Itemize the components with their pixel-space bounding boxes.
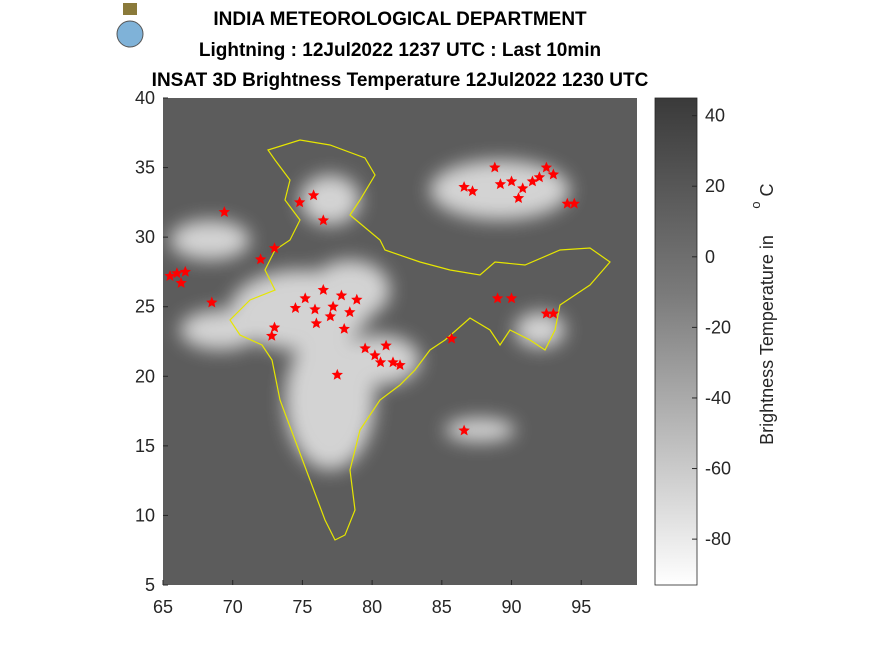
lightning-strike bbox=[299, 292, 311, 304]
colorbar-tick-label: 20 bbox=[705, 176, 725, 196]
lightning-strike bbox=[338, 323, 350, 334]
x-tick-label: 80 bbox=[362, 597, 382, 617]
lightning-strike bbox=[289, 302, 302, 313]
lightning-strike bbox=[494, 178, 507, 190]
lightning-strike bbox=[179, 265, 191, 277]
lightning-strike bbox=[540, 307, 553, 319]
lightning-strike bbox=[171, 267, 183, 279]
y-tick-label: 10 bbox=[135, 505, 155, 525]
lightning-strike bbox=[307, 189, 320, 201]
lightning-strike bbox=[505, 292, 518, 304]
y-tick-label: 15 bbox=[135, 436, 155, 456]
title: Lightning : 12Jul2022 1237 UTC : Last 10… bbox=[199, 40, 601, 61]
colorbar bbox=[654, 97, 698, 586]
lightning-strike bbox=[344, 306, 356, 318]
y-tick-label: 20 bbox=[135, 366, 155, 386]
lightning-strike bbox=[489, 161, 501, 173]
x-tick-label: 70 bbox=[223, 597, 243, 617]
satellite-image bbox=[163, 98, 637, 585]
x-tick-label: 95 bbox=[571, 597, 591, 617]
lightning-strike bbox=[517, 182, 529, 194]
lightning-strike bbox=[351, 293, 363, 305]
y-tick-label: 35 bbox=[135, 158, 155, 178]
lightning-strike bbox=[466, 185, 479, 197]
lightning-strike bbox=[380, 339, 392, 351]
colorbar-tick-label: -40 bbox=[705, 388, 731, 408]
lightning-strike bbox=[317, 214, 329, 226]
y-tick-label: 40 bbox=[135, 88, 155, 108]
lightning-strike bbox=[561, 197, 573, 209]
lightning-strike bbox=[512, 192, 525, 203]
x-tick-label: 75 bbox=[292, 597, 312, 617]
lightning-strike bbox=[394, 359, 406, 370]
lightning-strike bbox=[568, 197, 580, 209]
lightning-strike bbox=[268, 321, 281, 333]
lightning-strike bbox=[206, 296, 218, 308]
lightning-strike bbox=[359, 342, 371, 354]
lightning-strike bbox=[369, 349, 381, 361]
lightning-strike bbox=[547, 168, 560, 180]
lightning-strike bbox=[324, 310, 336, 322]
colorbar-label: Brightness Temperature in bbox=[757, 235, 777, 445]
lightning-strike bbox=[374, 356, 387, 368]
lightning-strike bbox=[164, 270, 176, 281]
lightning-strike bbox=[266, 329, 278, 341]
lightning-strike bbox=[268, 242, 281, 254]
colorbar-unit-sup: o bbox=[748, 201, 763, 208]
colorbar-tick-label: -20 bbox=[705, 317, 731, 337]
y-tick-label: 30 bbox=[135, 227, 155, 247]
y-tick-label: 25 bbox=[135, 297, 155, 317]
colorbar-tick-label: 0 bbox=[705, 247, 715, 267]
lightning-strike bbox=[526, 175, 539, 187]
x-tick-label: 90 bbox=[502, 597, 522, 617]
lightning-strike bbox=[547, 307, 560, 319]
colorbar-tick-label: -80 bbox=[705, 529, 731, 549]
lightning-strike bbox=[175, 277, 187, 288]
colorbar-tick-label: -60 bbox=[705, 459, 731, 479]
lightning-strike bbox=[309, 303, 321, 315]
x-tick-label: 85 bbox=[432, 597, 452, 617]
lightning-strike bbox=[458, 424, 470, 436]
lightning-strike bbox=[254, 253, 267, 265]
x-tick-label: 65 bbox=[153, 597, 173, 617]
lightning-strike bbox=[335, 289, 348, 301]
lightning-strike bbox=[491, 292, 504, 304]
lightning-strike bbox=[540, 161, 553, 173]
colorbar-tick-label: 40 bbox=[705, 106, 725, 126]
lightning-strike bbox=[505, 175, 518, 187]
title: INDIA METEOROLOGICAL DEPARTMENT bbox=[213, 9, 587, 30]
colorbar-unit: C bbox=[757, 184, 777, 197]
lightning-strike bbox=[458, 181, 470, 192]
lightning-strike bbox=[327, 300, 339, 312]
y-tick-label: 5 bbox=[145, 575, 155, 595]
lightning-strike bbox=[331, 368, 343, 380]
lightning-strike bbox=[293, 196, 306, 208]
title: INSAT 3D Brightness Temperature 12Jul202… bbox=[152, 70, 649, 91]
lightning-strike bbox=[218, 206, 230, 217]
logo bbox=[116, 3, 144, 48]
lightning-strike bbox=[317, 284, 329, 295]
lightning-strike bbox=[445, 332, 458, 344]
lightning-strike bbox=[533, 171, 546, 183]
lightning-strike bbox=[310, 317, 323, 329]
